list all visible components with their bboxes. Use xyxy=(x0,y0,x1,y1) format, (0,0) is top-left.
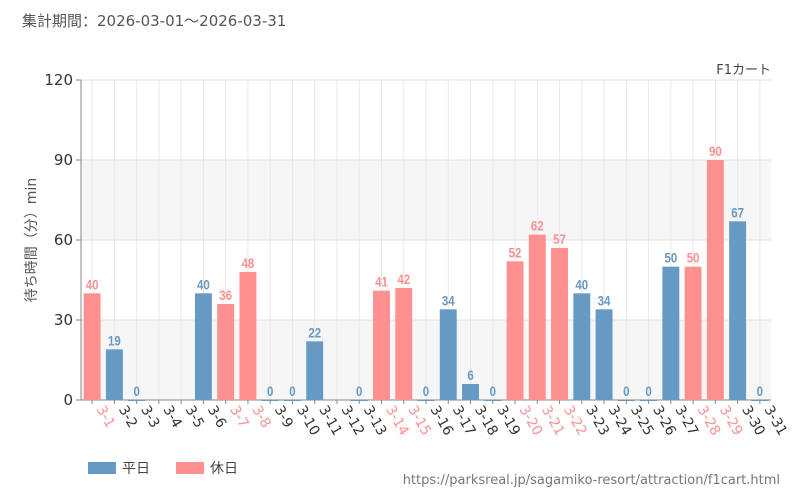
bar-3-28 xyxy=(684,266,702,400)
y-tick-label: 0 xyxy=(63,391,73,409)
x-tick-label: 3-8 xyxy=(248,403,273,431)
bar-value-label: 0 xyxy=(490,383,496,399)
legend-swatch-weekday xyxy=(88,462,116,474)
x-tick-label: 3-6 xyxy=(204,403,229,431)
bar-3-8 xyxy=(239,272,257,400)
bar-value-label: 90 xyxy=(709,143,722,159)
y-tick-label: 30 xyxy=(54,311,73,329)
bar-3-6 xyxy=(194,293,212,400)
bar-3-23 xyxy=(573,293,591,400)
bar-value-label: 0 xyxy=(757,383,763,399)
x-tick-label: 3-3 xyxy=(137,403,162,431)
bar-value-label: 0 xyxy=(289,383,295,399)
bar-3-17 xyxy=(439,309,457,400)
legend-label-weekday: 平日 xyxy=(122,461,150,477)
y-tick-label: 120 xyxy=(44,71,73,89)
y-tick-label: 60 xyxy=(54,231,73,249)
bar-value-label: 42 xyxy=(397,271,410,287)
bar-value-label: 19 xyxy=(108,332,121,348)
bar-value-label: 50 xyxy=(687,250,700,266)
bar-value-label: 50 xyxy=(664,250,677,266)
x-tick-label: 3-2 xyxy=(115,403,140,431)
bar-3-2 xyxy=(105,349,123,400)
bar-value-label: 62 xyxy=(531,218,544,234)
x-tick-label: 3-5 xyxy=(182,403,207,431)
x-tick-label: 3-9 xyxy=(271,403,296,431)
bar-value-label: 34 xyxy=(598,292,612,308)
bar-value-label: 0 xyxy=(133,383,139,399)
x-tick-label: 3-7 xyxy=(226,403,251,431)
bar-value-label: 0 xyxy=(423,383,429,399)
bar-3-22 xyxy=(551,248,569,400)
source-url: https://parksreal.jp/sagamiko-resort/att… xyxy=(402,473,780,488)
x-tick-label: 3-4 xyxy=(159,403,184,431)
bar-value-label: 34 xyxy=(442,292,456,308)
x-tick-label: 3-31 xyxy=(760,403,790,439)
bar-3-15 xyxy=(395,288,413,400)
bar-3-21 xyxy=(528,234,546,400)
bar-value-label: 40 xyxy=(575,276,588,292)
legend-item-weekday[interactable]: 平日 xyxy=(88,458,150,478)
bar-value-label: 48 xyxy=(242,255,255,271)
bar-3-29 xyxy=(706,160,724,400)
bar-3-7 xyxy=(217,304,235,400)
bar-value-label: 6 xyxy=(467,367,473,383)
bar-3-11 xyxy=(306,341,324,400)
legend-item-holiday[interactable]: 休日 xyxy=(176,458,238,478)
bar-3-14 xyxy=(373,290,390,400)
legend-swatch-holiday xyxy=(176,462,204,474)
chart-title: F1カート xyxy=(716,63,771,78)
bar-value-label: 0 xyxy=(356,383,362,399)
bar-value-label: 52 xyxy=(509,244,522,260)
x-tick-label: 3-1 xyxy=(93,403,118,431)
bar-3-18 xyxy=(462,384,479,400)
bar-value-label: 0 xyxy=(623,383,629,399)
bar-3-24 xyxy=(595,309,613,400)
bar-3-20 xyxy=(506,261,524,400)
bar-value-label: 67 xyxy=(731,204,744,220)
legend-label-holiday: 休日 xyxy=(210,461,238,477)
bar-3-27 xyxy=(662,266,680,400)
y-tick-label: 90 xyxy=(54,151,73,169)
bar-3-30 xyxy=(729,221,747,400)
period-label: 集計期間：2026-03-01〜2026-03-31 xyxy=(22,12,287,30)
bar-value-label: 36 xyxy=(219,287,232,303)
bar-value-label: 57 xyxy=(553,231,566,247)
bar-3-1 xyxy=(83,293,101,400)
bar-value-label: 40 xyxy=(197,276,210,292)
y-axis-label: 待ち時間（分）min xyxy=(24,178,40,302)
bar-value-label: 22 xyxy=(308,324,321,340)
legend: 平日 休日 xyxy=(88,458,238,478)
bar-value-label: 0 xyxy=(645,383,651,399)
bar-value-label: 41 xyxy=(375,274,388,290)
bar-value-label: 0 xyxy=(267,383,273,399)
bar-value-label: 40 xyxy=(86,276,99,292)
